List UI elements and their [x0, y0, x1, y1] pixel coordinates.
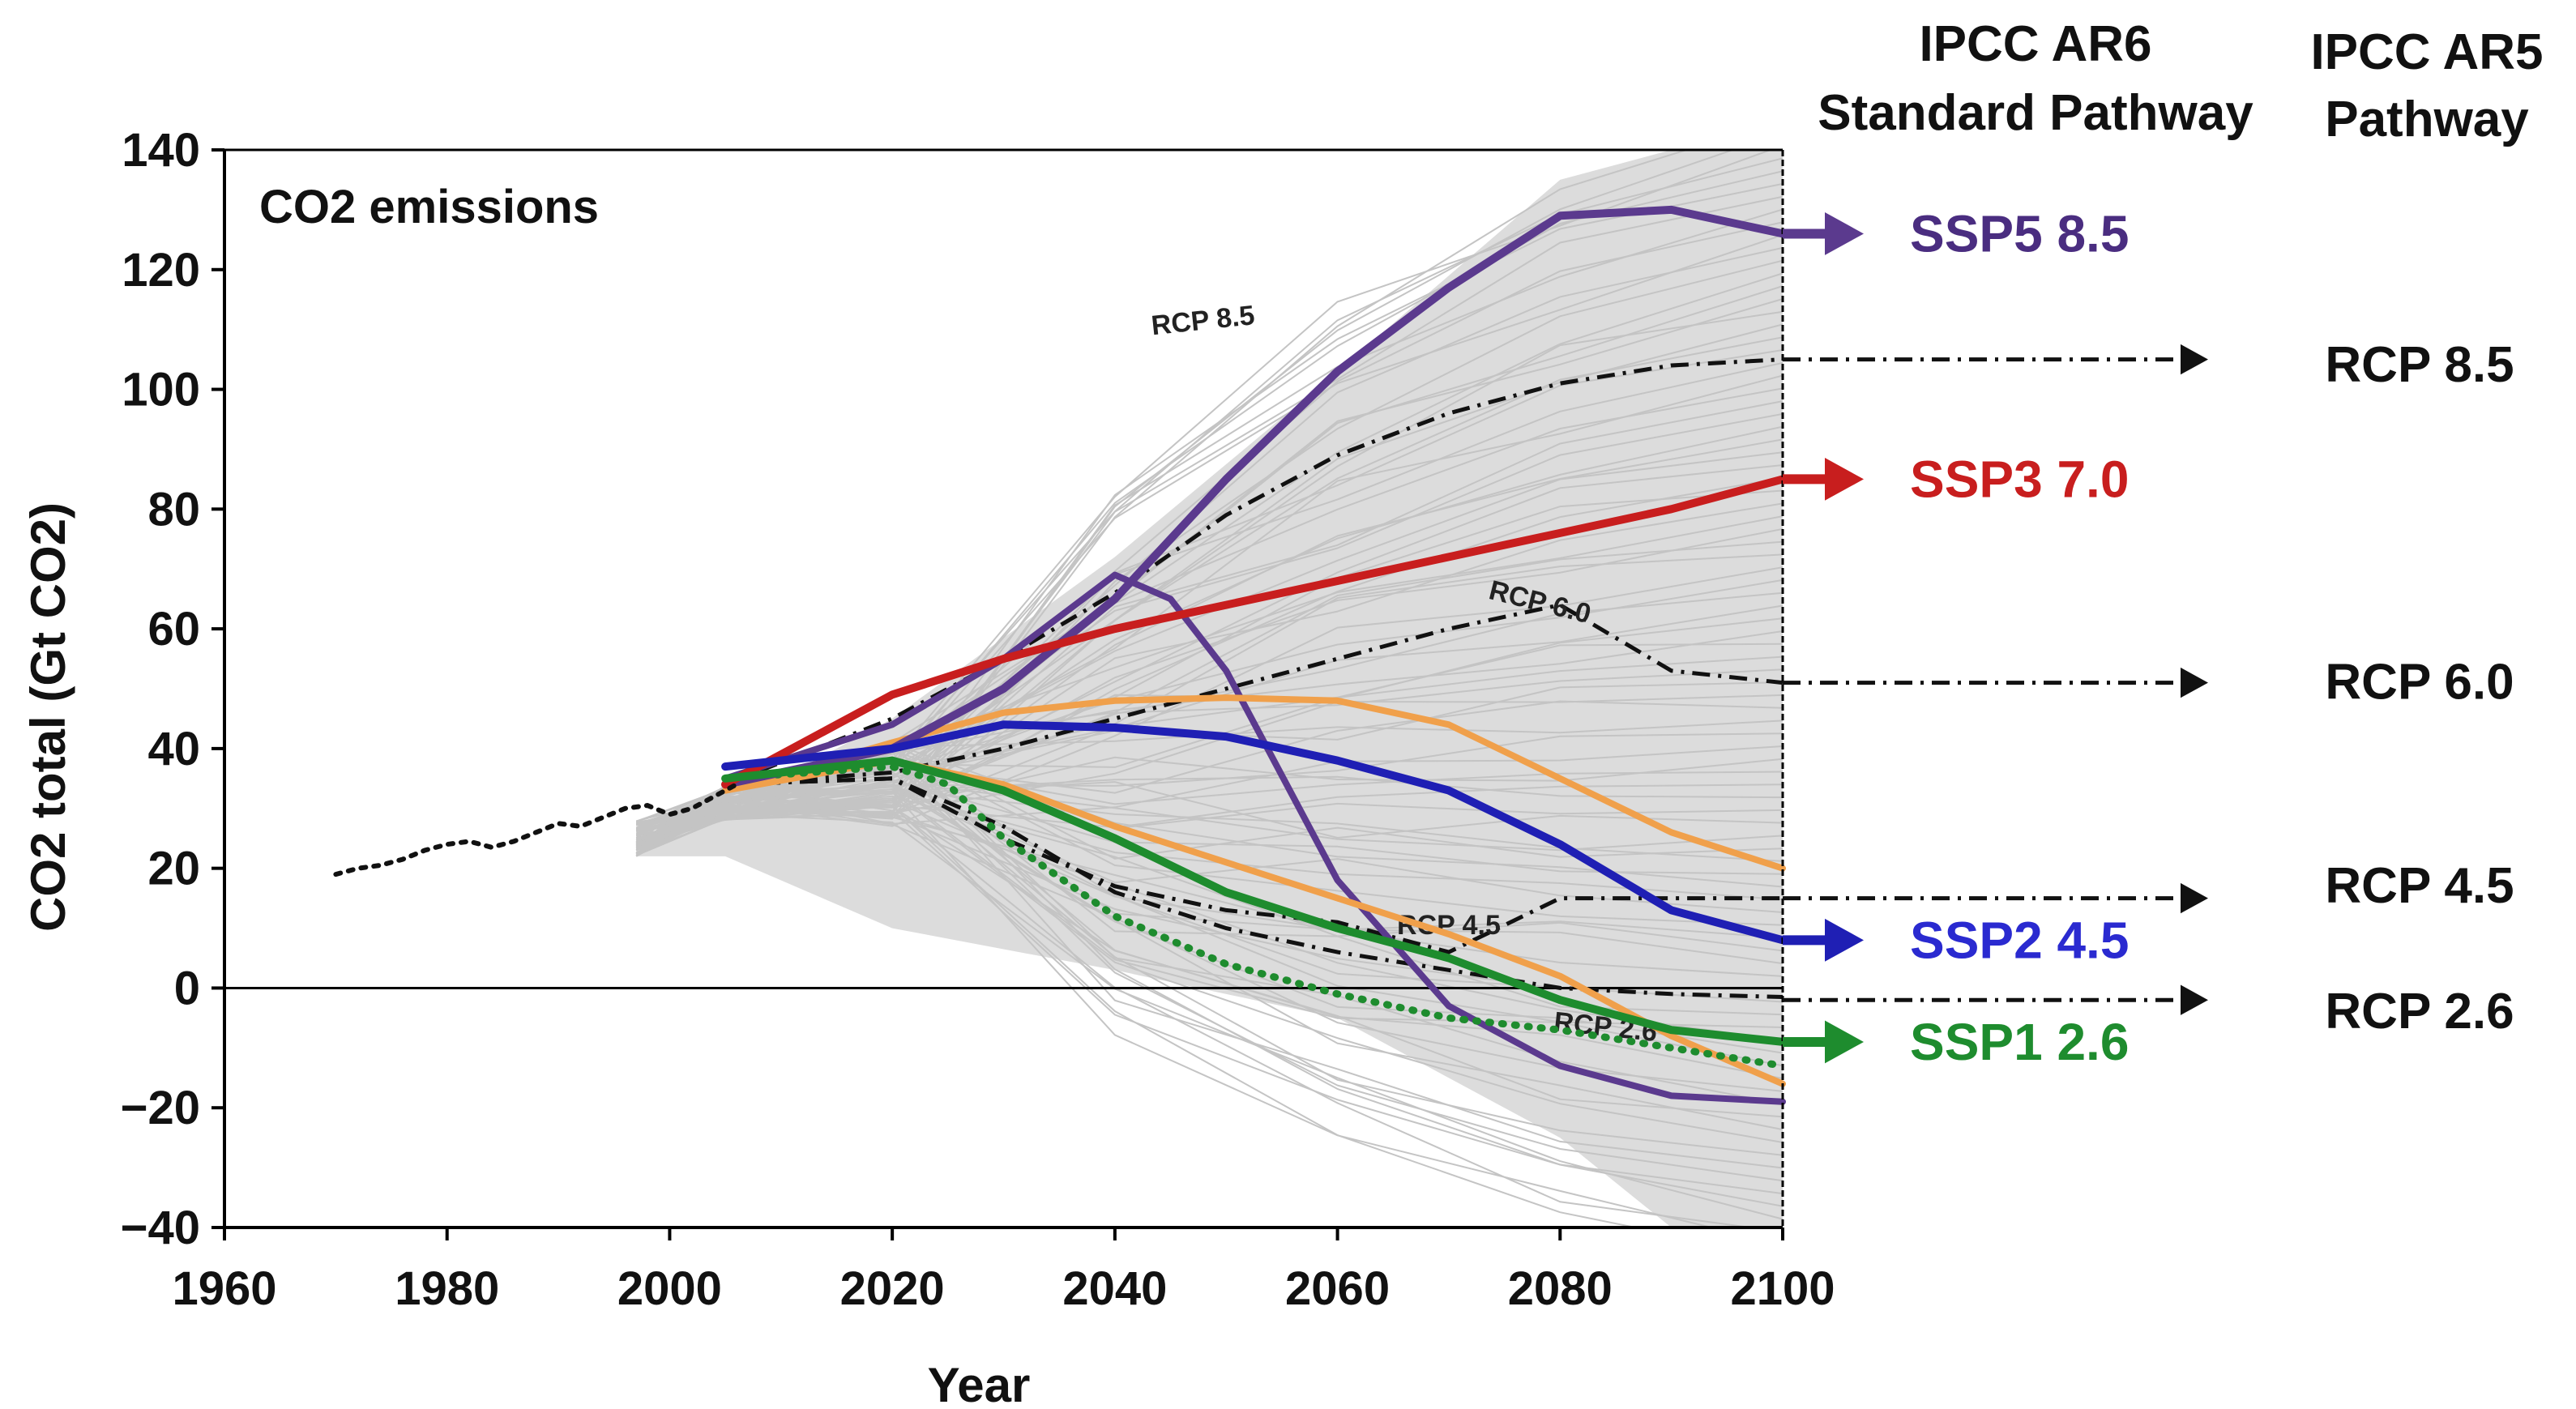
- x-tick-label: 2080: [1508, 1262, 1613, 1315]
- scenario-cloud-line: [636, 208, 1783, 826]
- scenario-cloud: [635, 150, 1783, 1228]
- y-axis-title: CO2 total (Gt CO2): [21, 502, 75, 932]
- ssp-series-line: [721, 475, 1787, 789]
- rcp-line: [724, 602, 1784, 787]
- ssp-label: SSP1 2.6: [1910, 1013, 2129, 1071]
- right-labels: SSP5 8.5 SSP3 7.0 SSP2 4.5 SSP1 2.6 RCP 8.5 R…: [1910, 204, 2514, 1071]
- ar5-header-line1: IPCC AR5: [2310, 24, 2543, 80]
- y-tick-label: 60: [147, 603, 200, 655]
- ssp-pathways: [721, 205, 1787, 1105]
- rcp-inline-label: RCP 8.5: [1150, 300, 1256, 341]
- rcp-line: [724, 357, 1784, 787]
- scenario-cloud-line: [635, 221, 1783, 846]
- x-tick-label: 2000: [617, 1262, 722, 1315]
- axis-ticks: 140 120 100 80 60 40 20 0 −20 −40 1960 1980 2000 2020…: [121, 124, 1835, 1315]
- y-tick-label: −40: [121, 1202, 200, 1254]
- rcp-line: [725, 776, 1784, 999]
- rcp-arrow-head: [2181, 344, 2208, 375]
- rcp-arrow-head: [2181, 667, 2208, 698]
- ar6-header-line1: IPCC AR6: [1919, 16, 2151, 72]
- y-tick-label: −20: [121, 1082, 200, 1134]
- x-tick-label: 2020: [840, 1262, 945, 1315]
- y-tick-label: 20: [147, 843, 200, 895]
- ssp-series-line: [721, 205, 1787, 789]
- historical-series: [333, 782, 739, 877]
- x-tick-label: 1980: [395, 1262, 499, 1315]
- y-tick-label: 120: [122, 244, 200, 297]
- ssp-label: SSP5 8.5: [1910, 204, 2129, 263]
- rcp-arrow-head: [2181, 984, 2208, 1015]
- x-axis-title: Year: [928, 1358, 1031, 1409]
- y-tick-label: 40: [147, 723, 200, 775]
- rcp-label: RCP 2.6: [2325, 984, 2514, 1040]
- y-tick-label: 140: [122, 124, 200, 177]
- x-tick-label: 2060: [1285, 1262, 1390, 1315]
- scenario-cloud-line: [635, 374, 1783, 829]
- y-tick-label: 80: [147, 483, 200, 536]
- extra-series-line: [721, 762, 1787, 1070]
- y-tick-label: 100: [122, 364, 200, 416]
- rcp-line: [725, 776, 1783, 954]
- rcp-label: RCP 6.0: [2325, 655, 2514, 711]
- chart-title: CO2 emissions: [259, 181, 599, 233]
- scenario-cloud-line: [635, 150, 1736, 842]
- scenario-cloud-line: [635, 783, 1783, 913]
- rcp-label: RCP 8.5: [2325, 337, 2514, 393]
- extra-series-line: [722, 571, 1786, 1105]
- plot-frame: [223, 148, 1784, 1229]
- x-tick-label: 1960: [172, 1262, 276, 1315]
- rcp-arrow-head: [2181, 882, 2208, 914]
- scenario-cloud-line: [636, 150, 1773, 836]
- scenario-cloud-line: [635, 566, 1783, 840]
- y-tick-label: 0: [174, 962, 200, 1014]
- ssp-arrow-head: [1825, 918, 1864, 962]
- extra-series-line: [722, 694, 1786, 872]
- ssp-series-line: [721, 756, 1787, 1046]
- ssp-label: SSP2 4.5: [1910, 911, 2129, 969]
- scenario-cloud-line: [635, 182, 1783, 857]
- scenario-cloud-line: [635, 412, 1783, 833]
- ssp-arrow-head: [1825, 1020, 1864, 1064]
- scenario-cloud-line: [635, 763, 1783, 1080]
- x-tick-label: 2100: [1730, 1262, 1835, 1315]
- ssp-arrow-head: [1825, 457, 1864, 501]
- ar5-header-line2: Pathway: [2325, 92, 2529, 147]
- scenario-cloud-line: [635, 259, 1783, 837]
- ssp-label: SSP3 7.0: [1910, 450, 2129, 508]
- ssp-series-line: [721, 720, 1787, 945]
- historical-line: [333, 782, 739, 877]
- scenario-cloud-line: [635, 170, 1783, 850]
- scenario-cloud-line: [636, 425, 1783, 826]
- ar6-header-line2: Standard Pathway: [1818, 85, 2253, 141]
- rcp-label: RCP 4.5: [2325, 858, 2514, 914]
- pathway-arrows: [1783, 212, 2208, 1064]
- scenario-envelope: [636, 150, 1783, 1228]
- x-tick-label: 2040: [1062, 1262, 1167, 1315]
- ssp-arrow-head: [1825, 212, 1864, 255]
- scenario-cloud-line: [635, 150, 1690, 852]
